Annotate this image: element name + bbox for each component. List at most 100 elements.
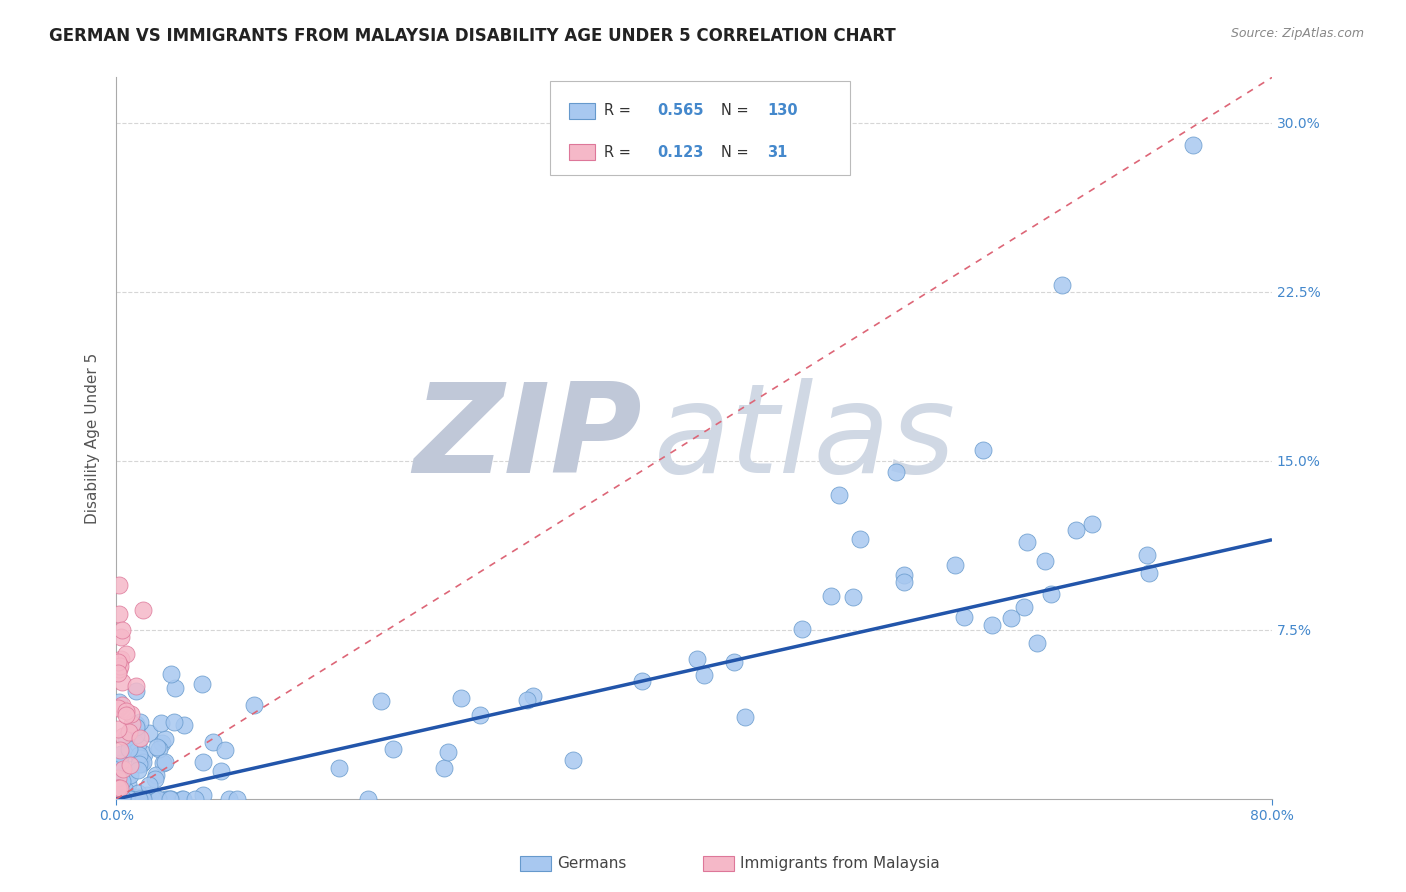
Point xyxy=(118,792,141,806)
Point xyxy=(121,717,143,731)
Point xyxy=(118,741,141,756)
Point xyxy=(1064,523,1087,537)
Point xyxy=(1012,600,1035,615)
Point xyxy=(631,674,654,689)
Point xyxy=(191,677,214,691)
Point xyxy=(124,680,146,694)
Point xyxy=(107,662,129,676)
Point xyxy=(118,757,141,772)
Point xyxy=(1136,548,1159,562)
Point xyxy=(111,702,134,716)
FancyBboxPatch shape xyxy=(550,81,851,175)
Point xyxy=(108,695,131,709)
Point xyxy=(134,747,156,761)
Point xyxy=(107,763,129,777)
Text: Immigrants from Malaysia: Immigrants from Malaysia xyxy=(740,856,939,871)
Point xyxy=(127,737,149,751)
Bar xyxy=(569,103,595,119)
Point xyxy=(110,659,132,673)
Point xyxy=(201,735,224,749)
Text: Germans: Germans xyxy=(557,856,626,871)
Point xyxy=(138,778,160,792)
Point xyxy=(111,763,134,777)
Point xyxy=(107,771,129,785)
Point xyxy=(121,707,143,722)
Point xyxy=(516,693,538,707)
Point xyxy=(209,764,232,779)
Point xyxy=(128,792,150,806)
Point xyxy=(114,792,136,806)
Point xyxy=(450,690,472,705)
Point xyxy=(170,792,193,806)
Point xyxy=(972,442,994,457)
Text: 0.565: 0.565 xyxy=(657,103,703,118)
Point xyxy=(163,714,186,729)
Point xyxy=(792,622,814,636)
Point xyxy=(111,623,134,637)
Point xyxy=(132,792,155,806)
Point xyxy=(121,792,143,806)
Point xyxy=(165,681,187,696)
Point xyxy=(382,742,405,756)
Text: N =: N = xyxy=(721,103,754,118)
Point xyxy=(107,780,129,795)
Point xyxy=(124,720,146,734)
Point xyxy=(172,792,194,806)
Text: Source: ZipAtlas.com: Source: ZipAtlas.com xyxy=(1230,27,1364,40)
Point xyxy=(436,745,458,759)
Y-axis label: Disability Age Under 5: Disability Age Under 5 xyxy=(86,352,100,524)
Point xyxy=(214,743,236,757)
Point xyxy=(127,786,149,800)
Point xyxy=(118,768,141,782)
Point xyxy=(127,763,149,777)
Point xyxy=(1181,138,1204,153)
Point xyxy=(1040,587,1063,601)
Point xyxy=(111,698,134,712)
Point xyxy=(1033,554,1056,568)
Point xyxy=(723,656,745,670)
Point xyxy=(114,708,136,723)
Point xyxy=(108,771,131,785)
Point xyxy=(1052,277,1074,292)
Text: 130: 130 xyxy=(766,103,797,118)
Point xyxy=(117,777,139,791)
Point xyxy=(127,789,149,804)
Point xyxy=(132,603,155,617)
Point xyxy=(157,792,180,806)
Point xyxy=(1026,636,1049,650)
Point xyxy=(128,747,150,762)
Point xyxy=(110,773,132,788)
Point xyxy=(159,792,181,806)
Point xyxy=(146,740,169,755)
Point xyxy=(734,710,756,724)
Point xyxy=(131,792,153,806)
Point xyxy=(152,756,174,770)
Point xyxy=(138,725,160,739)
Point xyxy=(132,792,155,806)
Point xyxy=(146,792,169,806)
Text: N =: N = xyxy=(721,145,758,160)
Point xyxy=(692,668,714,682)
Point xyxy=(110,769,132,783)
Point xyxy=(561,753,583,767)
Point xyxy=(107,792,129,806)
Point xyxy=(115,704,138,718)
Point xyxy=(122,792,145,806)
Point xyxy=(118,725,141,739)
Point xyxy=(686,652,709,666)
Point xyxy=(243,698,266,713)
Text: GERMAN VS IMMIGRANTS FROM MALAYSIA DISABILITY AGE UNDER 5 CORRELATION CHART: GERMAN VS IMMIGRANTS FROM MALAYSIA DISAB… xyxy=(49,27,896,45)
Point xyxy=(886,465,908,479)
Point xyxy=(122,792,145,806)
Point xyxy=(107,780,129,795)
Point xyxy=(114,648,136,662)
Point xyxy=(173,718,195,732)
Point xyxy=(129,731,152,745)
Point xyxy=(357,792,380,806)
Point xyxy=(107,665,129,680)
Text: R =: R = xyxy=(605,103,636,118)
Point xyxy=(1000,611,1022,625)
Point xyxy=(112,729,135,743)
Point xyxy=(522,689,544,703)
Point xyxy=(121,792,143,806)
